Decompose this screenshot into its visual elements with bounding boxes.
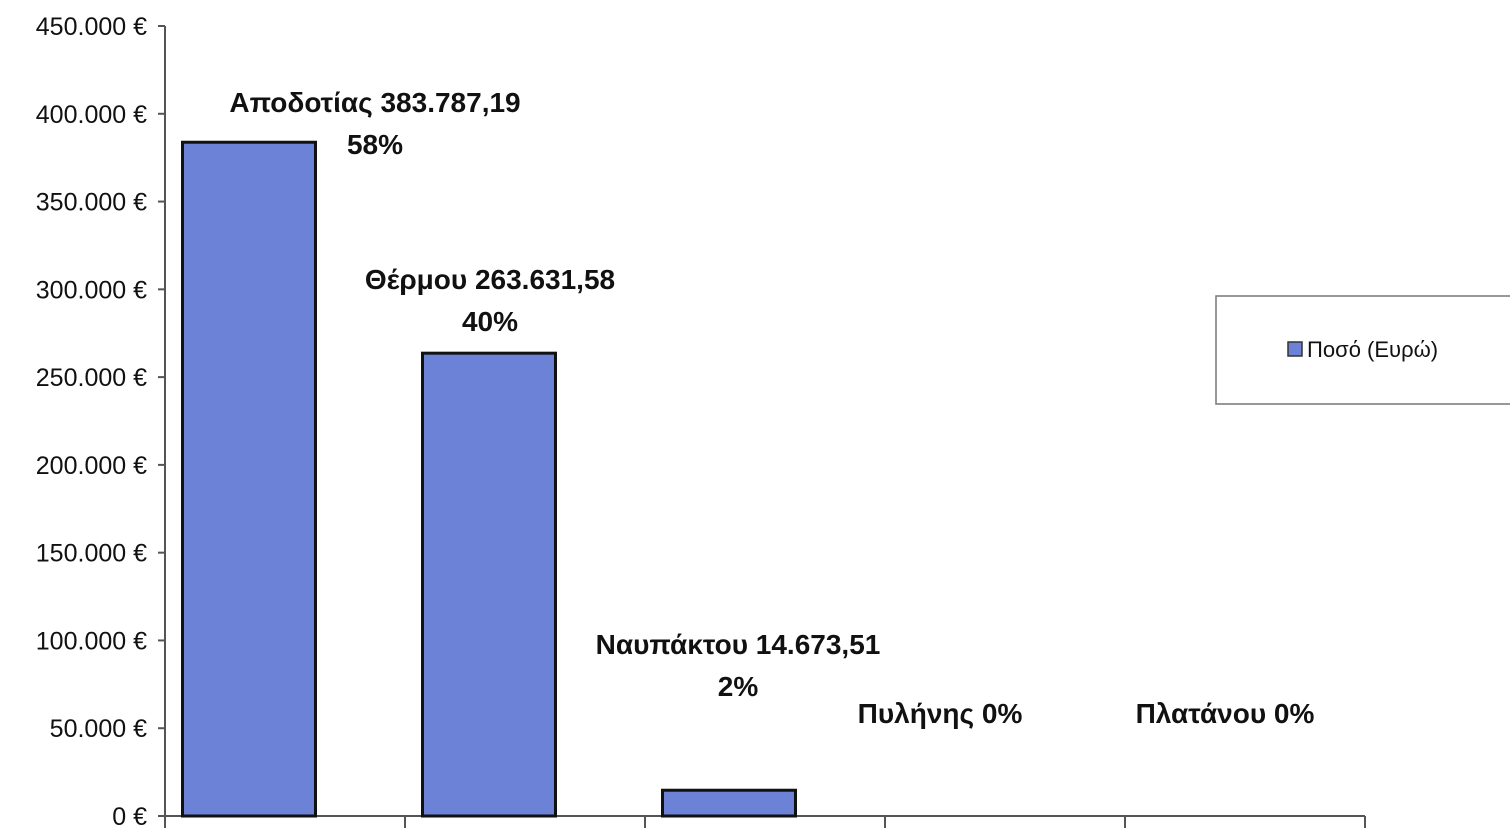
bar-series — [181, 140, 797, 818]
legend: Ποσό (Ευρώ) — [1215, 295, 1510, 405]
data-label: Πλατάνου 0% — [1136, 698, 1315, 729]
legend-box — [1215, 295, 1510, 405]
y-tick-label: 300.000 € — [36, 276, 147, 304]
y-tick-label: 450.000 € — [36, 13, 147, 41]
y-tick-label: 400.000 € — [36, 101, 147, 129]
data-label-percent: 58% — [347, 129, 403, 160]
y-tick-label: 100.000 € — [36, 627, 147, 655]
x-axis-ticks — [164, 816, 1366, 828]
bar — [421, 351, 557, 818]
data-label: Πυλήνης 0% — [858, 698, 1023, 729]
data-label-percent: 40% — [462, 306, 518, 337]
data-label: Αποδοτίας 383.787,19 — [229, 87, 520, 118]
legend-label: Ποσό (Ευρώ) — [1307, 337, 1438, 362]
plot-area: 0 € 50.000 € 100.000 € 150.000 € 200.000 € 25… — [36, 13, 1366, 830]
y-tick-label: 200.000 € — [36, 452, 147, 480]
legend-swatch — [1287, 341, 1303, 357]
bar — [661, 788, 797, 818]
data-label: Ναυπάκτου 14.673,51 — [596, 629, 881, 660]
y-tick-label: 350.000 € — [36, 189, 147, 217]
y-tick-label: 150.000 € — [36, 540, 147, 568]
y-tick-label: 50.000 € — [50, 715, 147, 743]
data-label-percent: 2% — [718, 671, 759, 702]
data-labels: Αποδοτίας 383.787,19 58% Θέρμου 263.631,58… — [229, 87, 1314, 729]
y-tick-label: 250.000 € — [36, 364, 147, 392]
y-axis-ticks: 0 € 50.000 € 100.000 € 150.000 € 200.000 € 25… — [36, 13, 165, 830]
bar — [181, 140, 317, 818]
data-label: Θέρμου 263.631,58 — [365, 264, 615, 295]
y-tick-label: 0 € — [112, 803, 147, 830]
